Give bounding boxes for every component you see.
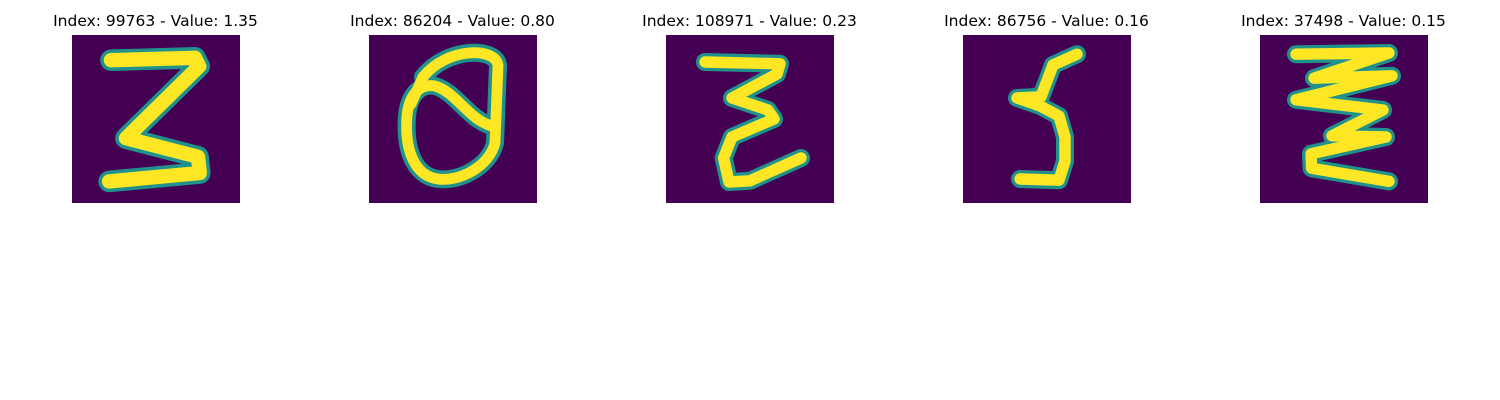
image-panel: Index: 108971 - Value: 0.23 — [601, 0, 898, 210]
digit-image — [369, 35, 537, 203]
panel-title: Index: 108971 - Value: 0.23 — [642, 12, 857, 30]
image-panel: Index: 86756 - Value: 0.16 — [898, 0, 1195, 210]
image-panel: Index: 86204 - Value: 0.80 — [304, 0, 601, 210]
digit-image — [963, 35, 1131, 203]
panel-title: Index: 86204 - Value: 0.80 — [350, 12, 555, 30]
image-panel: Index: 99763 - Value: 1.35 — [7, 0, 304, 210]
image-panel: Index: 37498 - Value: 0.15 — [1195, 0, 1492, 210]
panel-title: Index: 99763 - Value: 1.35 — [53, 12, 258, 30]
panel-title: Index: 37498 - Value: 0.15 — [1241, 12, 1446, 30]
digit-image — [1260, 35, 1428, 203]
panel-title: Index: 86756 - Value: 0.16 — [944, 12, 1149, 30]
digit-image — [72, 35, 240, 203]
digit-image — [666, 35, 834, 203]
